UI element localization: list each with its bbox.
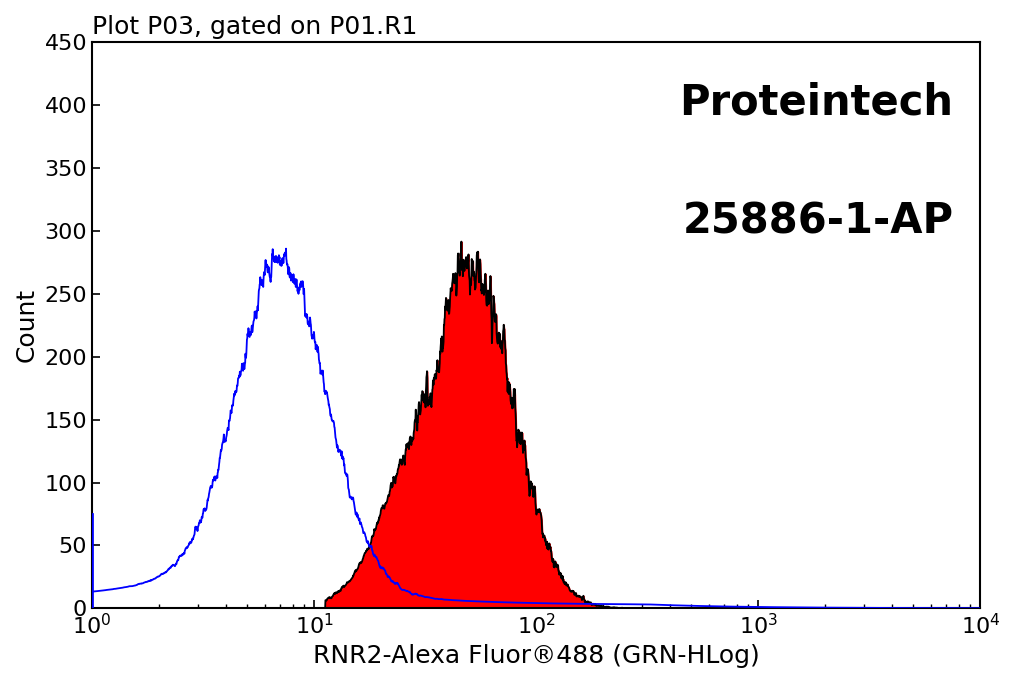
Text: Proteintech: Proteintech [680,82,954,124]
Text: 25886-1-AP: 25886-1-AP [682,201,954,243]
X-axis label: RNR2-Alexa Fluor®488 (GRN-HLog): RNR2-Alexa Fluor®488 (GRN-HLog) [313,644,759,668]
Y-axis label: Count: Count [15,288,39,363]
Text: Plot P03, gated on P01.R1: Plot P03, gated on P01.R1 [92,15,417,39]
